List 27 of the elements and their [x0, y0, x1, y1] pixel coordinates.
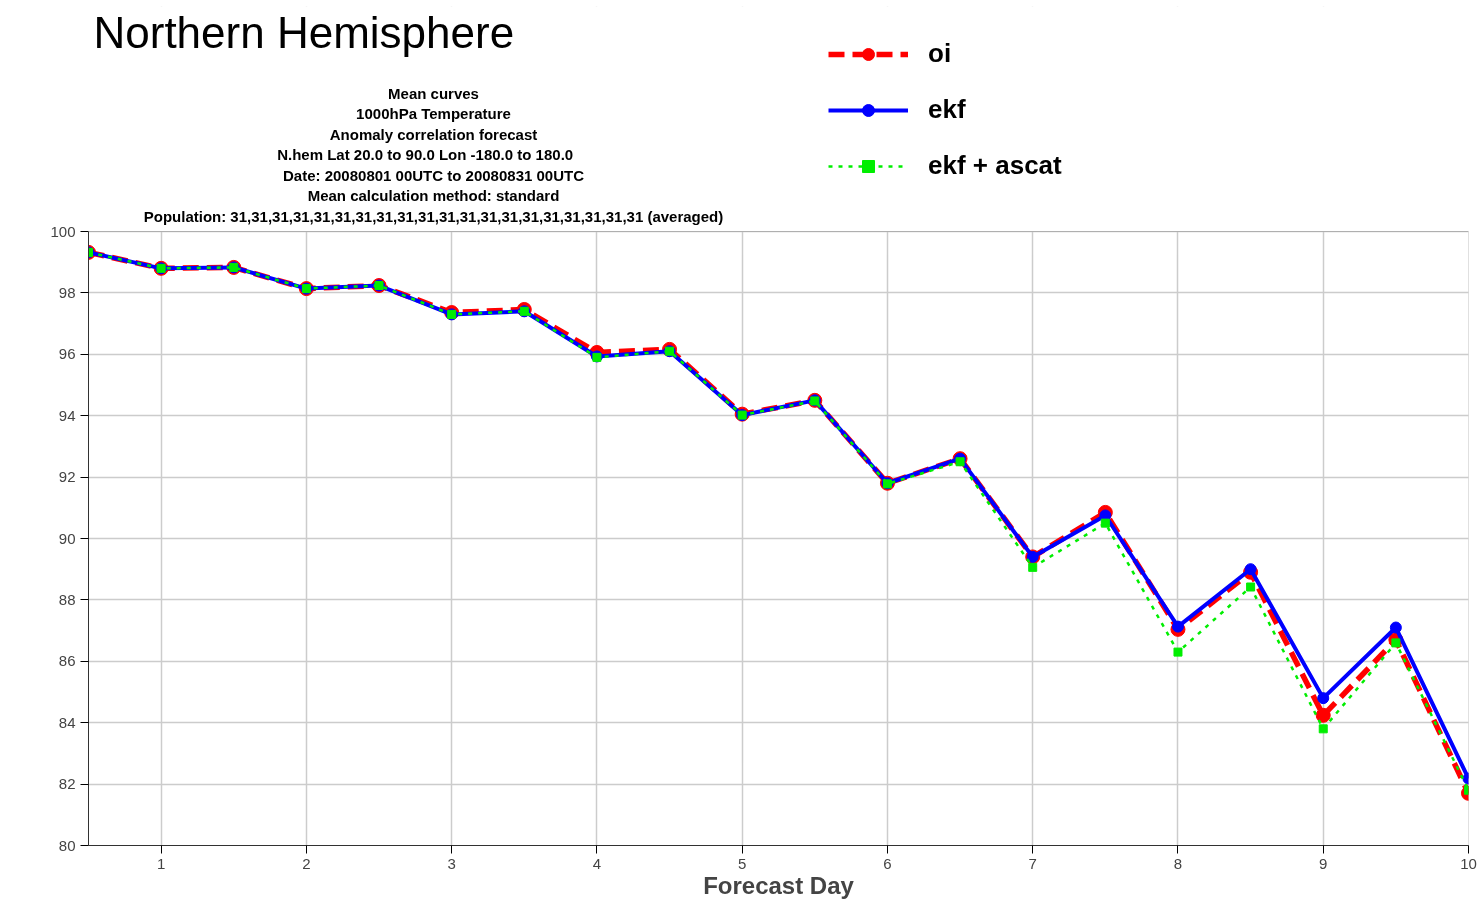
- x-axis-title: Forecast Day: [703, 871, 855, 899]
- x-tick-label: 1: [156, 854, 166, 872]
- x-tick-label: 8: [1173, 854, 1183, 872]
- chart-subtitle: Mean curves 1000hPa Temperature Anomaly correlation forecast N.hem Lat 20.0 to 90.0 Lon -180.0 to 180.0 Date: 20080801 00UTC to 20080831 00UTC Mean calculation method: standard Population: 31,31,31,31,31,31,31,31,31,31,31,31,31,31,31,31,31,31,31,31 (averaged): [143, 84, 724, 225]
- chart-title: Northern Hemisphere: [93, 7, 515, 57]
- legend-label: ekf: [928, 94, 966, 125]
- x-tick-label: 7: [1028, 854, 1037, 872]
- y-tick-label: 92: [58, 468, 76, 486]
- y-tick-label: 94: [58, 406, 76, 424]
- legend-label: oi: [928, 38, 952, 69]
- y-tick-label: 84: [58, 713, 76, 731]
- x-tick-label: 3: [447, 854, 456, 872]
- x-tick-label: 10: [1460, 854, 1477, 872]
- y-tick-label: 82: [58, 775, 76, 793]
- y-tick-label: 80: [58, 836, 76, 854]
- x-tick-label: 9: [1319, 854, 1328, 872]
- y-tick-label: 100: [50, 222, 76, 240]
- x-tick-label: 6: [883, 854, 892, 872]
- y-tick-label: 88: [58, 590, 76, 608]
- y-tick-label: 96: [58, 345, 76, 363]
- y-tick-label: 90: [58, 529, 76, 547]
- x-tick-label: 2: [302, 854, 311, 872]
- legend-label: ekf + ascat: [928, 150, 1062, 181]
- y-tick-label: 86: [58, 652, 76, 670]
- y-tick-label: 98: [58, 283, 76, 301]
- x-tick-label: 4: [592, 854, 602, 872]
- x-tick-label: 5: [738, 854, 747, 872]
